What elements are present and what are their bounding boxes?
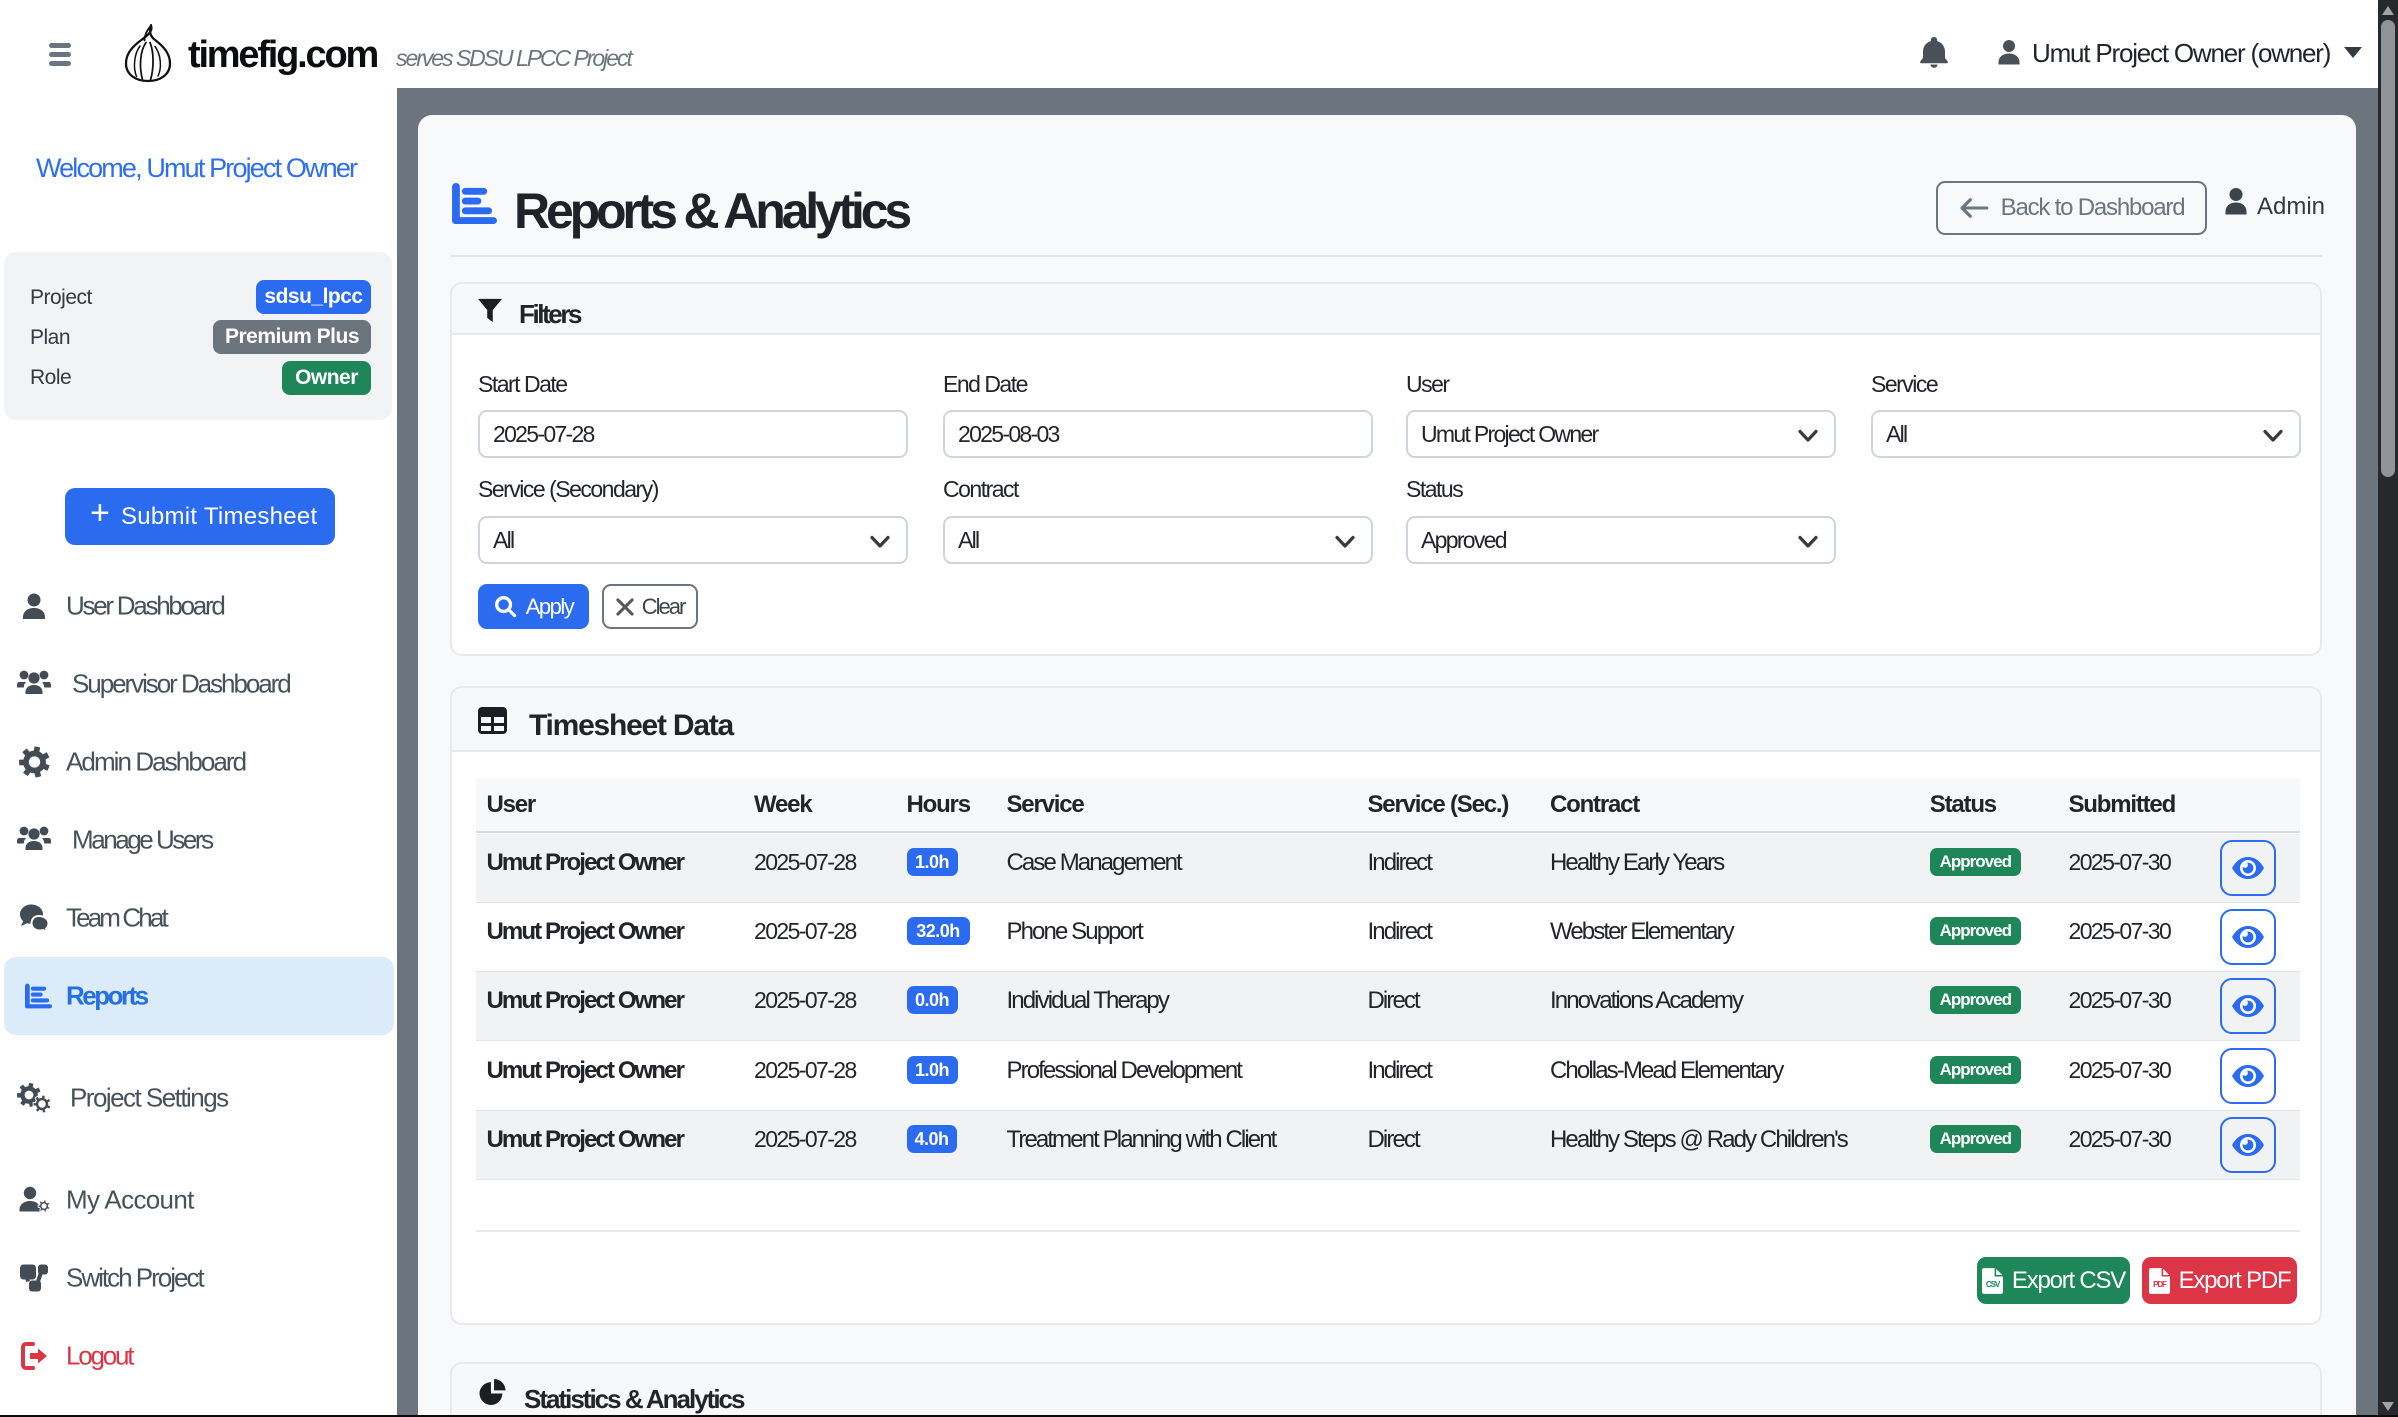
svg-text:CSV: CSV <box>1986 1280 2001 1289</box>
svg-text:PDF: PDF <box>2153 1280 2167 1289</box>
